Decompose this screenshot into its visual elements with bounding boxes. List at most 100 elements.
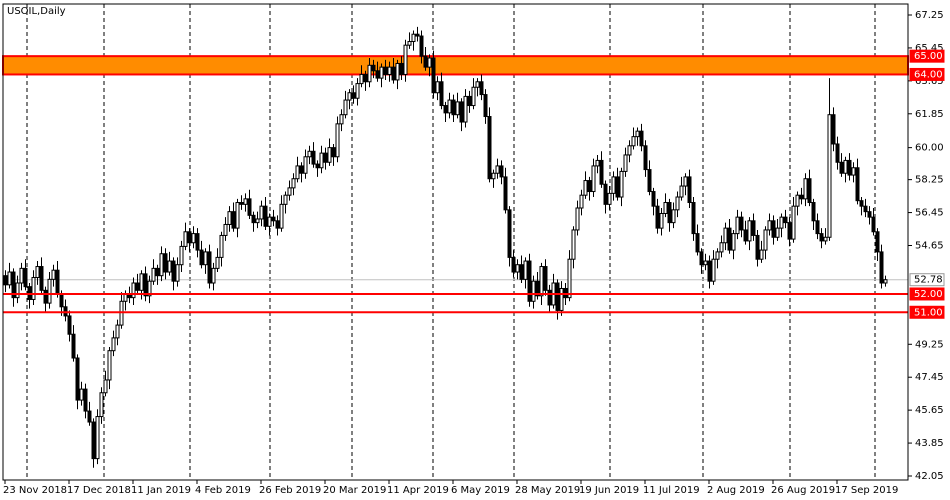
y-tick-label: 63.65 bbox=[915, 76, 944, 87]
candle-body bbox=[879, 251, 884, 284]
candle-body bbox=[455, 101, 460, 116]
candle-body bbox=[727, 227, 732, 251]
line-label-box bbox=[909, 287, 945, 301]
candle-body bbox=[19, 267, 24, 284]
candle-body bbox=[479, 81, 484, 96]
candle-body bbox=[415, 33, 420, 37]
candle-body bbox=[159, 253, 164, 277]
candle-body bbox=[231, 211, 236, 229]
candle-body bbox=[499, 165, 504, 178]
candle-body bbox=[435, 81, 440, 94]
candle-body bbox=[803, 178, 808, 200]
candle-body bbox=[295, 165, 300, 180]
candle-body bbox=[703, 260, 708, 266]
candle-body bbox=[647, 169, 652, 193]
y-tick-label: 60.00 bbox=[915, 143, 944, 154]
x-tick-label: 2 Aug 2019 bbox=[707, 485, 765, 496]
candle-body bbox=[39, 266, 44, 291]
candle-body bbox=[183, 231, 188, 247]
candle-body bbox=[363, 73, 368, 83]
candle-body bbox=[331, 147, 336, 158]
candle-body bbox=[839, 161, 844, 174]
candle-body bbox=[767, 220, 772, 231]
x-tick-label: 26 Aug 2019 bbox=[771, 485, 835, 496]
candle-body bbox=[91, 421, 96, 460]
last-price-label-box bbox=[909, 273, 945, 287]
candle-body bbox=[751, 220, 756, 236]
candle-body bbox=[307, 150, 312, 158]
y-tick-label: 61.85 bbox=[915, 109, 944, 120]
candle-body bbox=[419, 35, 424, 57]
candle-body bbox=[475, 81, 480, 88]
candle-body bbox=[203, 251, 208, 266]
candle-body bbox=[67, 315, 72, 335]
plot-frame bbox=[2, 3, 909, 481]
y-tick-label: 45.65 bbox=[915, 405, 944, 416]
candle-body bbox=[171, 260, 176, 282]
candle-body bbox=[55, 269, 60, 295]
candle-body bbox=[671, 209, 676, 224]
candle-body bbox=[243, 198, 248, 205]
candle-body bbox=[247, 198, 252, 216]
candle-body bbox=[139, 273, 144, 291]
candle-body bbox=[771, 220, 776, 238]
candle-body bbox=[651, 191, 656, 207]
candle-body bbox=[99, 392, 104, 418]
candle-body bbox=[71, 333, 76, 359]
candle-body bbox=[843, 159, 848, 174]
candle-body bbox=[355, 83, 360, 99]
candle-body bbox=[359, 73, 364, 85]
candle-body bbox=[259, 205, 264, 220]
candle-body bbox=[867, 211, 872, 218]
candle-body bbox=[431, 57, 436, 94]
candle-body bbox=[3, 275, 8, 286]
candle-body bbox=[699, 251, 704, 266]
candle-body bbox=[59, 293, 64, 308]
candle-body bbox=[255, 218, 260, 224]
candle-body bbox=[75, 357, 80, 401]
candle-body bbox=[595, 159, 600, 167]
candle-body bbox=[627, 145, 632, 156]
candle-body bbox=[851, 167, 856, 176]
candle-body bbox=[483, 94, 488, 118]
candle-body bbox=[211, 267, 216, 284]
candle-body bbox=[783, 216, 788, 224]
candle-body bbox=[691, 202, 696, 235]
candle-body bbox=[539, 266, 544, 297]
candle-body bbox=[827, 114, 832, 238]
candle-body bbox=[719, 242, 724, 253]
candle-body bbox=[855, 167, 860, 202]
candle-body bbox=[535, 280, 540, 297]
candle-body bbox=[175, 264, 180, 282]
candle-body bbox=[227, 211, 232, 225]
candle-body bbox=[495, 165, 500, 174]
candle-body bbox=[447, 99, 452, 114]
candle-body bbox=[291, 178, 296, 189]
candle-body bbox=[379, 66, 384, 79]
y-tick-label: 65.45 bbox=[915, 43, 944, 54]
candle-body bbox=[607, 192, 612, 205]
candle-body bbox=[7, 271, 12, 286]
candle-body bbox=[83, 388, 88, 412]
candle-body bbox=[123, 293, 128, 302]
y-tick-label: 49.25 bbox=[915, 339, 944, 350]
candle-body bbox=[279, 203, 284, 229]
candle-body bbox=[547, 289, 552, 306]
candle-body bbox=[555, 282, 560, 311]
candle-body bbox=[679, 185, 684, 198]
candle-body bbox=[51, 269, 56, 280]
candle-body bbox=[35, 266, 40, 279]
candle-body bbox=[439, 81, 444, 107]
candle-body bbox=[15, 282, 20, 299]
candle-body bbox=[427, 57, 432, 68]
candle-body bbox=[143, 273, 148, 297]
candle-body bbox=[107, 350, 112, 381]
candle-body bbox=[267, 216, 272, 227]
candle-body bbox=[675, 196, 680, 211]
candle-body bbox=[395, 62, 400, 81]
candle-body bbox=[147, 280, 152, 297]
candle-body bbox=[615, 176, 620, 198]
candle-body bbox=[79, 388, 84, 401]
candle-body bbox=[659, 212, 664, 229]
